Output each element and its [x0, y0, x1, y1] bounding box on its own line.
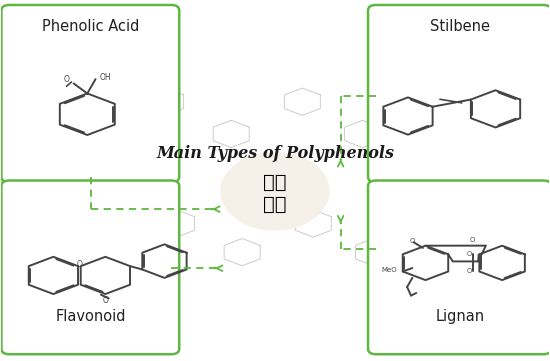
Text: Main Types of Polyphenols: Main Types of Polyphenols [156, 145, 394, 162]
FancyBboxPatch shape [2, 5, 179, 182]
Text: O: O [410, 238, 415, 244]
Text: O: O [469, 237, 475, 243]
Text: MeO: MeO [381, 267, 397, 273]
FancyBboxPatch shape [368, 180, 550, 354]
FancyBboxPatch shape [2, 180, 179, 354]
Text: O: O [467, 268, 472, 274]
Text: O: O [467, 251, 472, 257]
FancyBboxPatch shape [368, 5, 550, 182]
Text: H: H [476, 254, 481, 260]
Text: Lignan: Lignan [436, 309, 485, 324]
Text: O: O [102, 296, 108, 305]
Text: Phenolic Acid: Phenolic Acid [42, 19, 139, 34]
Text: OH: OH [100, 73, 111, 82]
Ellipse shape [221, 152, 329, 231]
Text: Stilbene: Stilbene [430, 19, 490, 34]
Text: Flavonoid: Flavonoid [56, 309, 126, 324]
Text: O: O [64, 75, 70, 84]
Text: O: O [76, 260, 82, 269]
Text: 🍉🥦
🍇🥕: 🍉🥦 🍇🥕 [263, 173, 287, 214]
